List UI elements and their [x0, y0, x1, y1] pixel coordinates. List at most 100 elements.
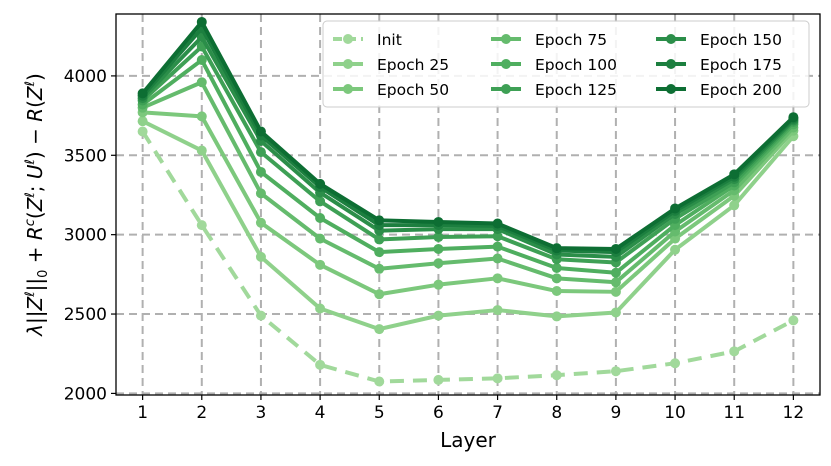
data-point [137, 88, 148, 99]
data-point [788, 315, 799, 326]
ylabel-sup1: ℓ [23, 291, 38, 297]
data-point [137, 126, 148, 137]
data-point [492, 253, 503, 264]
legend-label: Epoch 50 [377, 81, 449, 99]
ylabel-z1: Z [23, 295, 47, 311]
x-tick-label: 3 [256, 403, 267, 423]
data-point [492, 273, 503, 284]
series-line [140, 119, 796, 332]
ylabel-r1: R [23, 226, 47, 240]
data-point [315, 259, 326, 270]
data-point [315, 303, 326, 314]
data-point [610, 243, 621, 254]
data-point [374, 289, 385, 300]
series-epoch-200 [137, 16, 799, 254]
data-point [433, 232, 444, 243]
series-epoch-100 [137, 55, 799, 278]
ylabel-sup4: ℓ [23, 81, 38, 87]
legend-swatch-marker [343, 84, 353, 94]
data-point [196, 220, 207, 231]
data-point [196, 145, 207, 156]
data-point [433, 216, 444, 227]
legend-item: Epoch 175 [656, 56, 782, 74]
series-line [140, 80, 796, 285]
ylabel-bars-open: || [23, 310, 47, 323]
legend-item: Epoch 50 [333, 81, 449, 99]
legend-item: Epoch 100 [491, 56, 617, 74]
legend-label: Epoch 100 [535, 56, 617, 74]
ylabel-semi: ; [23, 179, 47, 192]
legend: Init Epoch 25 Epoch 50 Epoch 75 Epoch 100 Epo… [322, 20, 810, 108]
data-point [315, 178, 326, 189]
legend-swatch-marker [501, 84, 511, 94]
legend-swatch-marker [501, 59, 511, 69]
data-point [433, 279, 444, 290]
y-tick-label: 2000 [64, 384, 107, 404]
data-point [196, 111, 207, 122]
data-point [492, 305, 503, 316]
y-axis-label: λ||Zℓ||0 + Rc(Zℓ; Uℓ) − R(Zℓ) [23, 73, 51, 337]
data-point [315, 212, 326, 223]
legend-label: Epoch 25 [377, 56, 449, 74]
y-tick-label: 3000 [64, 226, 107, 246]
data-point [255, 251, 266, 262]
data-point [196, 16, 207, 27]
x-tick-label: 10 [664, 403, 686, 423]
legend-label: Epoch 150 [700, 31, 782, 49]
ylabel-z2: Z [23, 196, 47, 212]
ylabel-z3: Z [23, 85, 47, 101]
x-tick-label: 5 [374, 403, 385, 423]
data-point [729, 169, 740, 180]
data-point [551, 263, 562, 273]
legend-box [322, 20, 810, 108]
legend-swatch-marker [666, 34, 676, 44]
ylabel-bars-close: || [23, 278, 47, 291]
series-epoch-75 [137, 77, 799, 288]
ylabel-r2: R [23, 108, 47, 122]
plot-frame [115, 13, 821, 396]
data-point [788, 112, 799, 123]
data-point [255, 147, 266, 158]
series-epoch-25 [137, 116, 799, 335]
data-point [374, 376, 385, 387]
series-line [140, 19, 796, 251]
data-point [551, 311, 562, 322]
x-tick-label: 1 [137, 403, 148, 423]
data-point [551, 286, 562, 297]
series-line [140, 44, 796, 265]
data-point [670, 244, 681, 255]
series-line [140, 35, 796, 259]
ylabel-supc: c [23, 219, 38, 226]
data-point [670, 358, 681, 369]
x-tick-label: 7 [492, 403, 503, 423]
data-point [433, 374, 444, 385]
ylabel-paren-open2: ( [23, 100, 47, 108]
data-point [374, 215, 385, 226]
x-tick-label: 12 [783, 403, 805, 423]
data-point [315, 196, 326, 207]
data-point [492, 231, 503, 242]
legend-swatch-marker [343, 59, 353, 69]
data-point [255, 188, 266, 199]
series-line [140, 130, 795, 384]
data-point [315, 233, 326, 244]
legend-label: Epoch 75 [535, 31, 607, 49]
x-tick-label: 11 [723, 403, 745, 423]
legend-item: Epoch 200 [656, 81, 782, 99]
data-point [196, 55, 207, 66]
x-tick-label: 6 [433, 403, 444, 423]
legend-label: Init [377, 31, 402, 49]
data-point [729, 346, 740, 357]
data-point [610, 307, 621, 318]
ylabel-sup3: ℓ [23, 159, 38, 165]
data-point [610, 286, 621, 297]
data-point [729, 200, 740, 211]
data-point [433, 243, 444, 254]
legend-item: Epoch 125 [491, 81, 617, 99]
y-tick-label: 3500 [64, 146, 107, 166]
data-point [610, 277, 621, 288]
legend-label: Epoch 200 [700, 81, 782, 99]
legend-label: Epoch 125 [535, 81, 617, 99]
